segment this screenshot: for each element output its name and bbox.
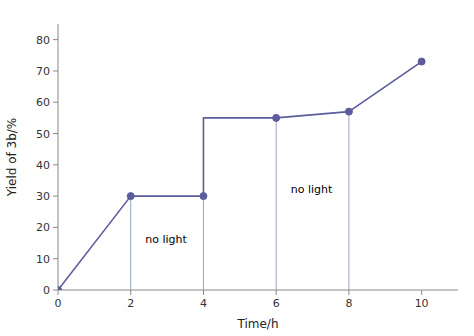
y-tick-label: 60 — [36, 96, 50, 109]
x-tick-label: 4 — [200, 297, 207, 310]
y-tick — [53, 102, 58, 103]
x-axis-line — [58, 290, 458, 291]
x-tick-label: 2 — [127, 297, 134, 310]
x-tick — [276, 290, 277, 295]
vertical-line — [203, 196, 204, 290]
chart: 0 2 4 6 8 10 0 10 20 30 40 50 60 70 80 Time/h Yield of 3… — [0, 0, 474, 336]
data-point — [127, 193, 134, 200]
data-line — [58, 62, 422, 290]
annotation: no light — [145, 233, 187, 246]
y-tick — [53, 196, 58, 197]
x-tick-label: 8 — [345, 297, 352, 310]
x-tick — [421, 290, 422, 295]
y-tick — [53, 39, 58, 40]
chart-container: 0 2 4 6 8 10 0 10 20 30 40 50 60 70 80 Time/h Yield of 3… — [0, 0, 474, 336]
plot-area — [58, 58, 425, 290]
x-tick — [130, 290, 131, 295]
y-tick — [53, 133, 58, 134]
data-point — [200, 193, 207, 200]
vertical-line — [276, 118, 277, 290]
y-tick-label: 50 — [36, 128, 50, 141]
x-tick — [348, 290, 349, 295]
data-point — [273, 114, 280, 121]
y-tick — [53, 164, 58, 165]
data-point — [345, 108, 352, 115]
y-tick-label: 10 — [36, 253, 50, 266]
y-tick-label: 30 — [36, 190, 50, 203]
y-tick — [53, 227, 58, 228]
y-tick — [53, 70, 58, 71]
vertical-line — [348, 112, 349, 290]
y-axis-label: Yield of 3b/% — [5, 118, 19, 197]
y-tick — [53, 290, 58, 291]
x-axis-label: Time/h — [236, 317, 278, 331]
x-tick-label: 0 — [55, 297, 62, 310]
data-point — [418, 58, 425, 65]
x-tick — [58, 290, 59, 295]
y-tick-label: 80 — [36, 34, 50, 47]
y-tick-label: 40 — [36, 159, 50, 172]
y-tick-label: 70 — [36, 65, 50, 78]
vertical-line — [130, 196, 131, 290]
y-tick-label: 20 — [36, 221, 50, 234]
x-tick — [203, 290, 204, 295]
x-tick-label: 6 — [273, 297, 280, 310]
y-tick-label: 0 — [43, 284, 50, 297]
annotation: no light — [291, 183, 333, 196]
y-tick — [53, 258, 58, 259]
data-point — [58, 287, 62, 291]
y-axis-line — [58, 24, 59, 290]
x-tick-label: 10 — [415, 297, 429, 310]
